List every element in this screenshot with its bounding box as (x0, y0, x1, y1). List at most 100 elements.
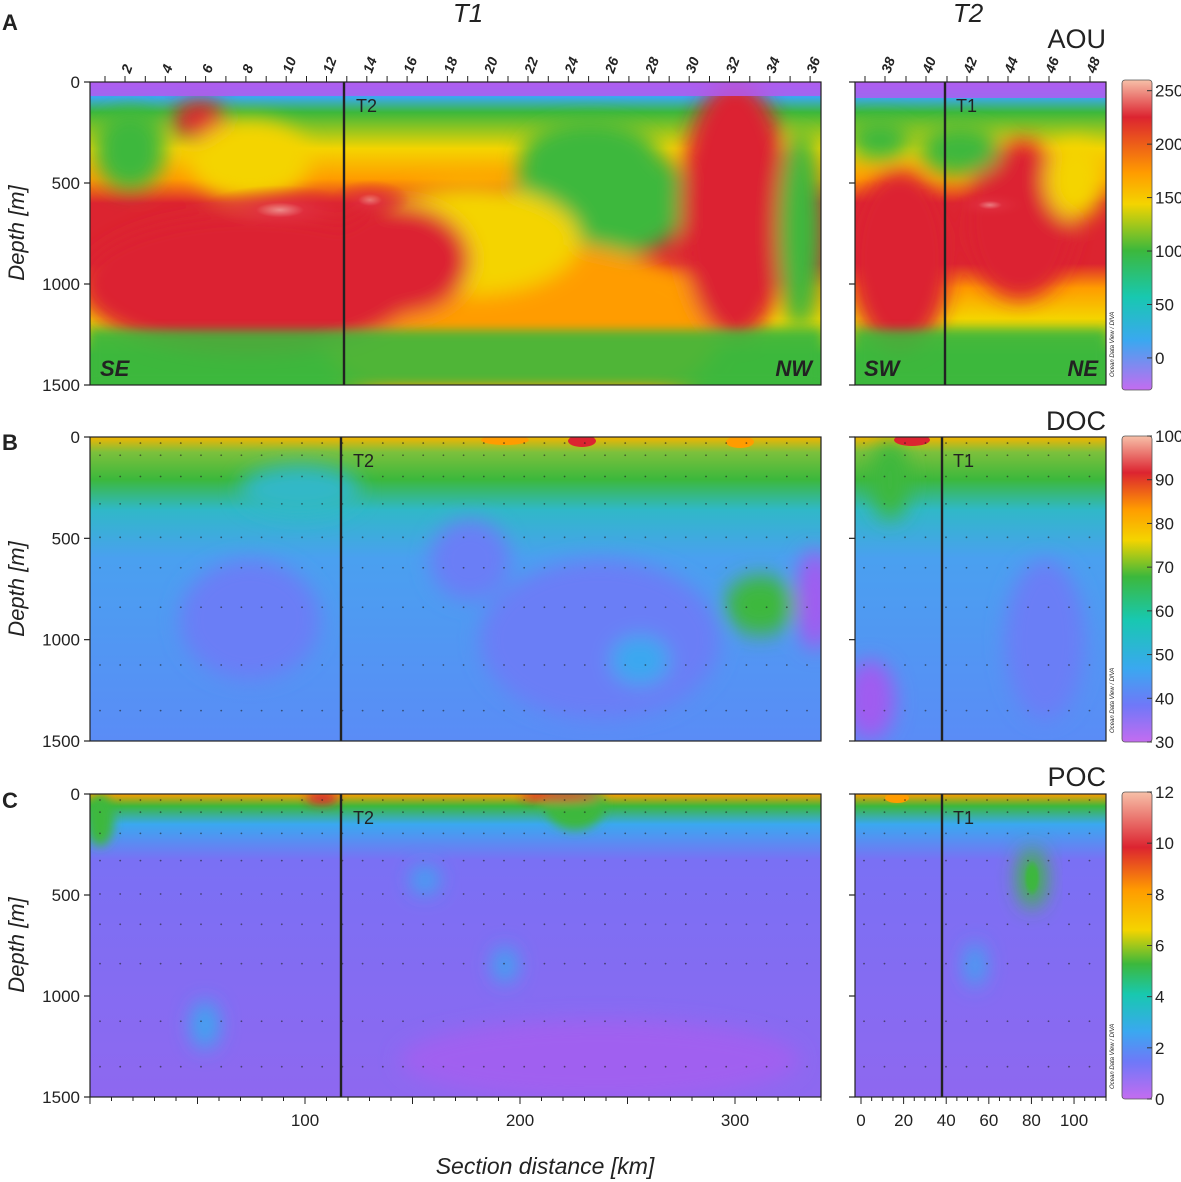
sample-dot (725, 475, 728, 478)
sample-dot (684, 454, 687, 457)
sample-dot (462, 502, 465, 505)
sample-dot (1006, 1065, 1009, 1068)
sample-dot (503, 709, 505, 712)
sample-dot (341, 923, 344, 926)
sample-dot (119, 893, 122, 895)
sample-dot (462, 859, 465, 862)
sample-dot (563, 454, 566, 457)
sample-dot (624, 923, 627, 926)
sample-dot (462, 566, 465, 569)
sample-dot (402, 811, 404, 814)
sample-dot (563, 1065, 566, 1068)
sample-dot (965, 442, 968, 444)
sample-dot (563, 1020, 566, 1023)
sample-dot (159, 923, 162, 926)
sample-dot (785, 566, 788, 569)
panel-c: C POC T2 (2, 762, 1174, 1179)
y-tick-label: 1500 (42, 732, 80, 751)
sample-dot (99, 799, 101, 801)
sample-dot (260, 536, 263, 539)
sample-dot (139, 832, 142, 835)
sample-dot (745, 536, 748, 539)
sample-dot (139, 893, 142, 895)
sample-dot (543, 799, 546, 801)
sample-dot (745, 454, 748, 457)
sample-dot (725, 893, 728, 895)
sample-dot (883, 1065, 886, 1068)
sample-dot (99, 893, 101, 895)
sample-dot (785, 475, 788, 478)
station-label: 26 (601, 55, 622, 76)
sample-dot (664, 799, 667, 801)
sample-dot (863, 709, 865, 712)
sample-dot (924, 799, 927, 801)
sample-dot (1047, 1065, 1050, 1068)
sample-dot (945, 1020, 947, 1023)
sample-dot (260, 799, 263, 801)
sample-dot (883, 536, 886, 539)
sample-dot (503, 799, 505, 801)
sample-dot (523, 811, 526, 814)
aou-t1-field (90, 82, 821, 385)
sample-dot (523, 1065, 526, 1068)
sample-dot (260, 1065, 263, 1068)
sample-dot (745, 832, 748, 835)
sample-dot (179, 709, 182, 712)
sample-dot (765, 893, 768, 895)
sample-dot (462, 664, 465, 666)
sample-dot (644, 454, 647, 457)
sample-dot (301, 454, 303, 457)
sample-dot (220, 606, 223, 609)
sample-dot (341, 1020, 344, 1023)
sample-dot (442, 454, 445, 457)
sample-dot (904, 566, 906, 569)
sample-dot (624, 442, 627, 444)
sample-dot (765, 811, 768, 814)
sample-dot (1047, 442, 1050, 444)
sample-dot (119, 859, 122, 862)
sample-dot (402, 709, 404, 712)
sample-dot (503, 811, 505, 814)
sample-dot (945, 454, 947, 457)
sample-dot (583, 502, 586, 505)
sample-dot (563, 832, 566, 835)
sample-dot (604, 502, 606, 505)
sample-dot (422, 1065, 425, 1068)
sample-dot (482, 475, 485, 478)
sample-dot (664, 962, 667, 965)
sample-dot (1006, 832, 1009, 835)
sample-dot (139, 442, 142, 444)
sample-dot (442, 799, 445, 801)
sample-dot (725, 709, 728, 712)
sample-dot (482, 893, 485, 895)
sample-dot (482, 442, 485, 444)
sample-dot (945, 442, 947, 444)
sample-dot (725, 923, 728, 926)
sample-dot (785, 606, 788, 609)
sample-dot (99, 709, 101, 712)
sample-dot (381, 566, 384, 569)
sample-dot (705, 475, 707, 478)
sample-dot (301, 606, 303, 609)
sample-dot (442, 566, 445, 569)
sample-dot (280, 606, 283, 609)
sample-dot (200, 442, 202, 444)
sample-dot (684, 566, 687, 569)
sample-dot (200, 811, 202, 814)
sample-dot (402, 962, 404, 965)
sample-dot (240, 475, 243, 478)
sample-dot (945, 1065, 947, 1068)
station-label: 38 (878, 55, 898, 75)
sample-dot (462, 832, 465, 835)
station-label: 48 (1082, 55, 1103, 76)
sample-dot (159, 606, 162, 609)
sample-dot (1068, 606, 1070, 609)
sample-dot (806, 893, 808, 895)
sample-dot (159, 859, 162, 862)
sample-dot (280, 536, 283, 539)
sample-dot (99, 811, 101, 814)
sample-dot (806, 475, 808, 478)
sample-dot (341, 502, 344, 505)
colorbar-tick-label: 0 (1155, 349, 1164, 368)
sample-dot (765, 799, 768, 801)
